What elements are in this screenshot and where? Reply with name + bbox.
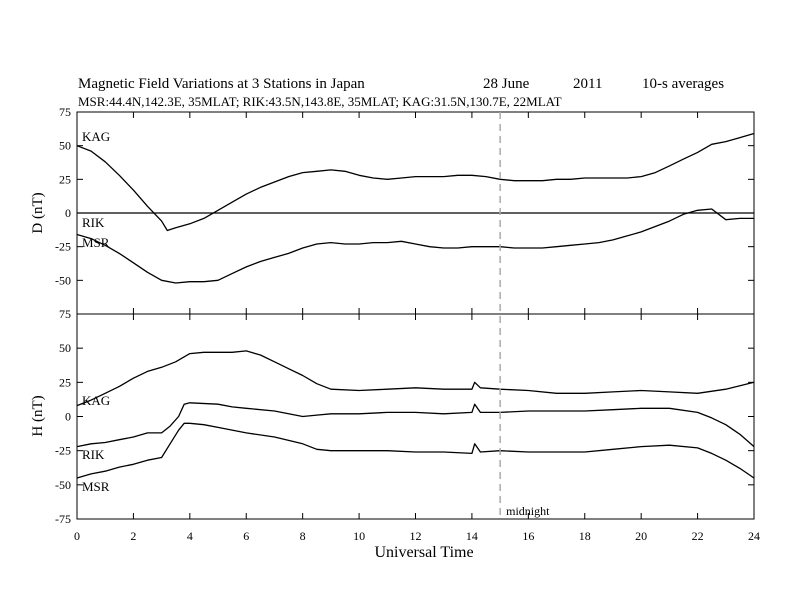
xtick-label-8: 16 xyxy=(522,529,534,543)
title-averaging: 10-s averages xyxy=(642,76,724,92)
xtick-label-2: 4 xyxy=(187,529,193,543)
panel-d-label-kag: KAG xyxy=(82,129,110,144)
stations-line: MSR:44.4N,142.3E, 35MLAT; RIK:43.5N,143.… xyxy=(78,94,562,109)
x-axis: 0 2 4 6 8 10 12 14 16 18 20 22 24 xyxy=(74,529,760,543)
panel-h-ytick-label-2: -25 xyxy=(55,444,71,458)
panel-d-ytick-label-4: 25 xyxy=(59,172,71,186)
title-date: 28 June xyxy=(483,76,530,92)
xtick-label-6: 12 xyxy=(410,529,422,543)
panel-d-ylabel: D (nT) xyxy=(30,192,46,233)
xtick-label-3: 6 xyxy=(243,529,249,543)
panel-h-ytick-label-4: 25 xyxy=(59,375,71,389)
panel-d-ytick-label-6: 75 xyxy=(59,105,71,119)
panel-h-label-rik: RIK xyxy=(82,447,105,462)
panel-d-series xyxy=(76,132,755,284)
panel-d-ytick-label-5: 50 xyxy=(59,139,71,153)
xtick-label-0: 0 xyxy=(74,529,80,543)
xtick-label-4: 8 xyxy=(300,529,306,543)
panel-h-series-rik xyxy=(76,402,755,448)
panel-d-ytick-label-1: -50 xyxy=(55,273,71,287)
midnight-label: midnight xyxy=(506,504,550,518)
panel-h-series xyxy=(76,350,755,479)
xtick-label-11: 22 xyxy=(692,529,704,543)
panel-h-y-axis: -75 -50 -25 0 25 50 75 xyxy=(55,307,755,526)
xtick-label-10: 20 xyxy=(635,529,647,543)
panel-d-ytick-label-2: -25 xyxy=(55,240,71,254)
panel-d-series-kag xyxy=(76,132,755,232)
panel-h-series-msr xyxy=(76,422,755,479)
xtick-label-9: 18 xyxy=(579,529,591,543)
title-main: Magnetic Field Variations at 3 Stations … xyxy=(78,76,365,92)
x-axis-label: Universal Time xyxy=(374,544,473,561)
panel-h-label-msr: MSR xyxy=(82,479,110,494)
panel-d-series-msr xyxy=(76,208,754,284)
panel-h-ytick-label-6: 75 xyxy=(59,307,71,321)
xtick-label-7: 14 xyxy=(466,529,478,543)
panel-d-ytick-label-3: 0 xyxy=(65,206,71,220)
panel-d: -50 -25 0 25 50 75 D (nT) KAG RIK MSR xyxy=(30,105,755,315)
panel-h-series-kag xyxy=(76,350,755,407)
panel-h-ylabel: H (nT) xyxy=(30,395,46,436)
panel-h-ytick-label-3: 0 xyxy=(65,410,71,424)
panel-h-ytick-label-0: -75 xyxy=(55,512,71,526)
panel-d-y-axis: -50 -25 0 25 50 75 xyxy=(55,105,755,315)
panel-d-label-msr: MSR xyxy=(82,235,110,250)
title-year: 2011 xyxy=(573,76,602,92)
xtick-label-5: 10 xyxy=(353,529,365,543)
panel-h-ytick-label-5: 50 xyxy=(59,341,71,355)
panel-h-label-kag: KAG xyxy=(82,393,110,408)
panel-d-label-rik: RIK xyxy=(82,215,105,230)
xtick-label-12: 24 xyxy=(748,529,760,543)
panel-h-ytick-label-1: -50 xyxy=(55,478,71,492)
xtick-label-1: 2 xyxy=(130,529,136,543)
